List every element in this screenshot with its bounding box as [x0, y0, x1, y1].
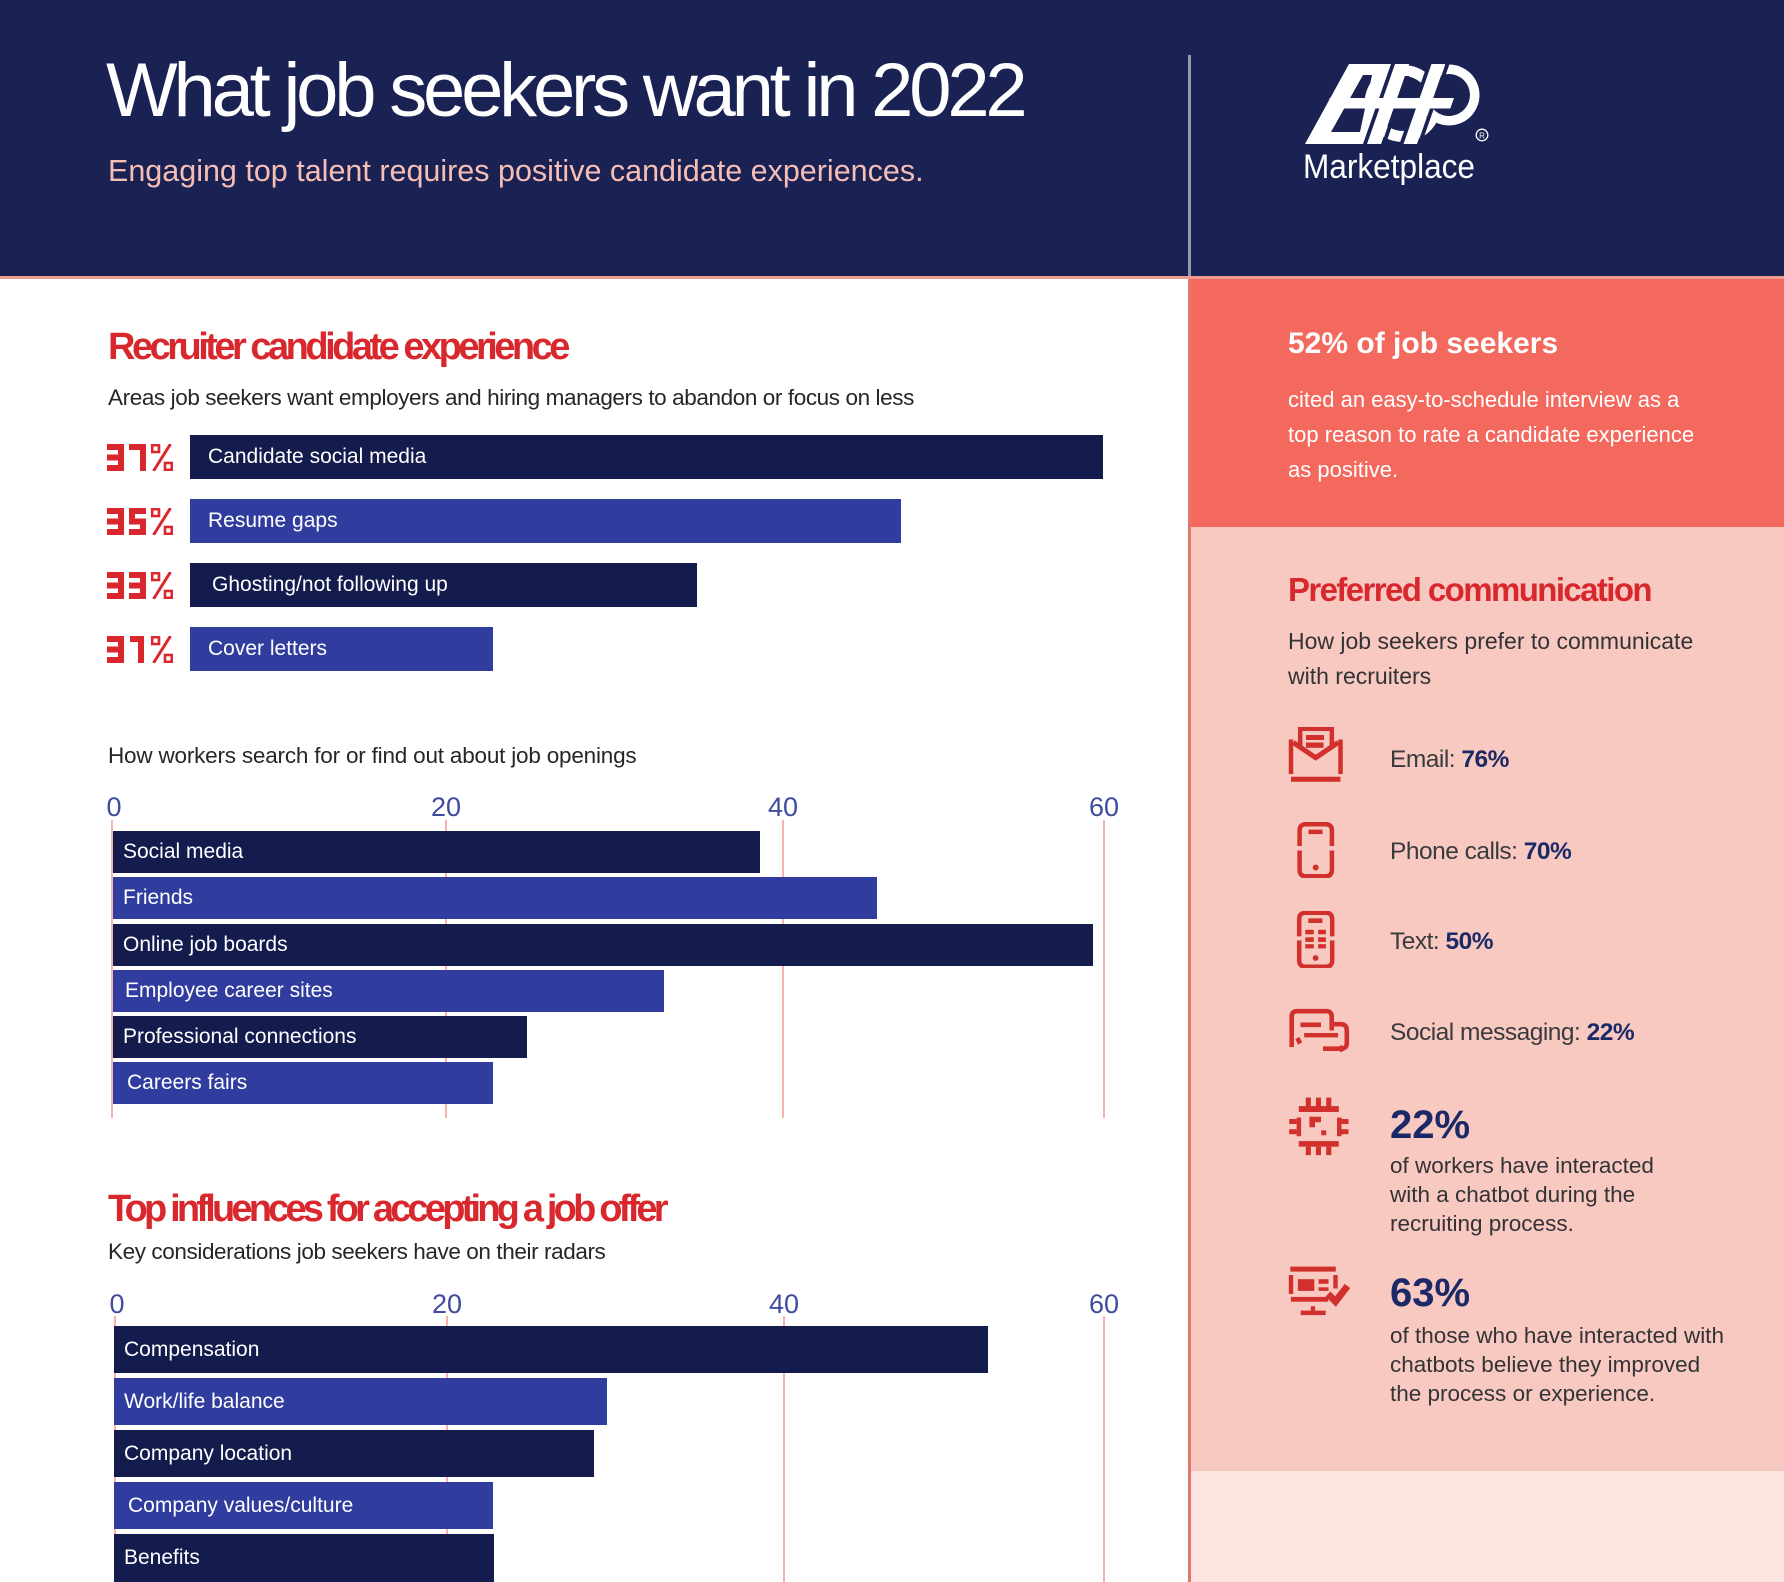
svg-text:R: R [1479, 132, 1485, 141]
svg-text:Marketplace: Marketplace [1303, 148, 1475, 186]
